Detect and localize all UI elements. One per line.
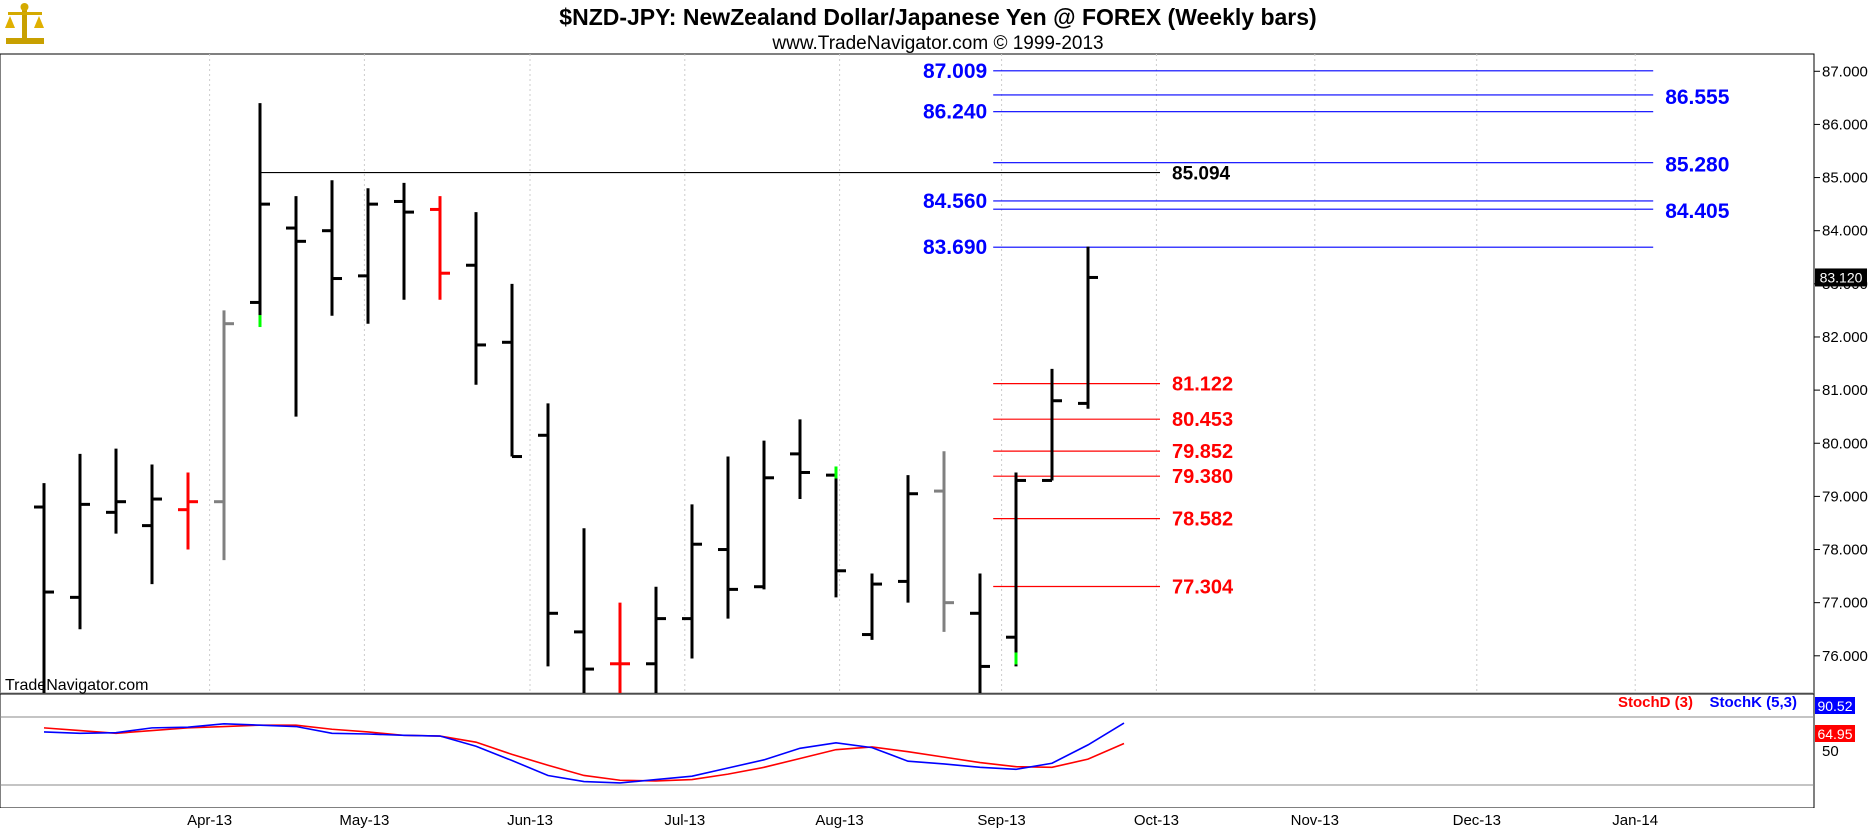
x-axis-band <box>0 808 1876 828</box>
ohlc-bar <box>358 188 378 324</box>
x-tick-label: Oct-13 <box>1134 812 1179 828</box>
ohlc-bar <box>106 448 126 534</box>
ohlc-bar <box>1006 472 1026 667</box>
svg-text:90.52: 90.52 <box>1817 698 1852 714</box>
watermark: TradeNavigator.com <box>5 677 148 694</box>
y-tick-label: 78.000 <box>1822 542 1868 559</box>
y-tick-label: 76.000 <box>1822 648 1868 665</box>
red-level-label: 79.380 <box>1172 466 1233 488</box>
x-tick-label: Jan-14 <box>1612 812 1658 828</box>
ohlc-bar <box>574 528 594 693</box>
blue-level-label: 84.405 <box>1665 200 1730 223</box>
blue-level-label: 85.280 <box>1665 154 1729 177</box>
ohlc-bar <box>322 180 342 316</box>
blue-level-label: 84.560 <box>923 190 987 213</box>
y-tick-label: 82.000 <box>1822 329 1868 346</box>
ohlc-bar <box>178 472 198 550</box>
ohlc-bar <box>718 456 738 619</box>
y-tick-label: 77.000 <box>1822 595 1868 612</box>
date-axis: Apr-13 May-13 Jun-13 Jul-13 Aug-13 Sep-13 Oct-… <box>187 812 1658 828</box>
y-tick-label: 80.000 <box>1822 435 1868 452</box>
stoch-k-badge: 90.52 <box>1815 697 1855 714</box>
last-price-badge: 83.120 <box>1815 268 1867 287</box>
ohlc-bar <box>826 472 846 598</box>
black-level-label: 85.094 <box>1172 164 1231 185</box>
ohlc-bar <box>862 573 882 640</box>
y-tick-label: 79.000 <box>1822 488 1868 505</box>
y-tick-label: 85.000 <box>1822 170 1868 187</box>
red-level-label: 79.852 <box>1172 441 1233 463</box>
x-tick-label: Nov-13 <box>1291 812 1339 828</box>
ohlc-bar <box>898 475 918 603</box>
x-tick-label: Aug-13 <box>815 812 863 828</box>
chart-subtitle: www.TradeNavigator.com © 1999-2013 <box>771 33 1103 54</box>
ohlc-bar <box>682 504 702 659</box>
red-level-label: 81.122 <box>1172 374 1233 396</box>
red-level-label: 80.453 <box>1172 409 1233 431</box>
ohlc-bar <box>1042 368 1062 482</box>
ohlc-bar <box>934 451 954 632</box>
x-tick-label: May-13 <box>339 812 389 828</box>
x-tick-label: Dec-13 <box>1453 812 1501 828</box>
ohlc-bar <box>394 182 414 300</box>
ohlc-bar <box>610 602 630 693</box>
ohlc-bar <box>538 403 558 667</box>
ohlc-bar <box>970 573 990 693</box>
ohlc-bar <box>142 464 162 585</box>
x-tick-label: Sep-13 <box>977 812 1025 828</box>
blue-level-label: 86.240 <box>923 101 987 124</box>
x-tick-label: Jul-13 <box>664 812 705 828</box>
ohlc-bar <box>502 283 522 459</box>
blue-level-label: 87.009 <box>923 60 987 83</box>
ohlc-bar <box>790 419 810 500</box>
y-tick-label: 84.000 <box>1822 223 1868 240</box>
stoch-d-badge: 64.95 <box>1815 725 1855 742</box>
stoch-tick-50: 50 <box>1822 743 1839 760</box>
ohlc-bar <box>70 453 90 630</box>
blue-level-label: 83.690 <box>923 236 987 259</box>
vertical-gridlines <box>209 54 1636 808</box>
ohlc-bar <box>286 196 306 417</box>
y-tick-label: 86.000 <box>1822 116 1868 133</box>
chart-title: $NZD-JPY: NewZealand Dollar/Japanese Yen… <box>559 4 1316 30</box>
ohlc-bar <box>250 103 270 322</box>
stoch-lines <box>43 722 1125 784</box>
stoch-d-line <box>43 724 1125 782</box>
ohlc-bar <box>1078 246 1098 409</box>
svg-text:64.95: 64.95 <box>1817 726 1852 742</box>
x-tick-label: Apr-13 <box>187 812 232 828</box>
gold-scale-logo-icon <box>5 3 44 44</box>
ohlc-bar <box>214 310 234 561</box>
ohlc-bar <box>754 440 774 590</box>
stoch-legend-d: StochD (3) <box>1618 694 1693 711</box>
svg-text:83.120: 83.120 <box>1820 269 1863 285</box>
ohlc-bar <box>34 483 54 693</box>
price-bars <box>34 103 1098 693</box>
red-level-label: 77.304 <box>1172 577 1234 599</box>
ohlc-bar <box>646 586 666 693</box>
y-tick-label: 81.000 <box>1822 382 1868 399</box>
price-axis: 76.000 77.000 78.000 79.000 80.000 81.000 82.0… <box>1814 63 1868 665</box>
price-levels: 87.009 86.555 86.240 85.280 84.560 84.405 83.6… <box>260 60 1730 599</box>
ohlc-bar <box>430 196 450 300</box>
stoch-k-line <box>43 722 1125 784</box>
y-tick-label: 87.000 <box>1822 63 1868 80</box>
stoch-legend-k: StochK (5,3) <box>1709 694 1797 711</box>
x-tick-label: Jun-13 <box>507 812 553 828</box>
red-level-label: 78.582 <box>1172 509 1233 531</box>
blue-level-label: 86.555 <box>1665 86 1730 109</box>
ohlc-bar <box>466 212 486 385</box>
header-band <box>0 0 1876 52</box>
